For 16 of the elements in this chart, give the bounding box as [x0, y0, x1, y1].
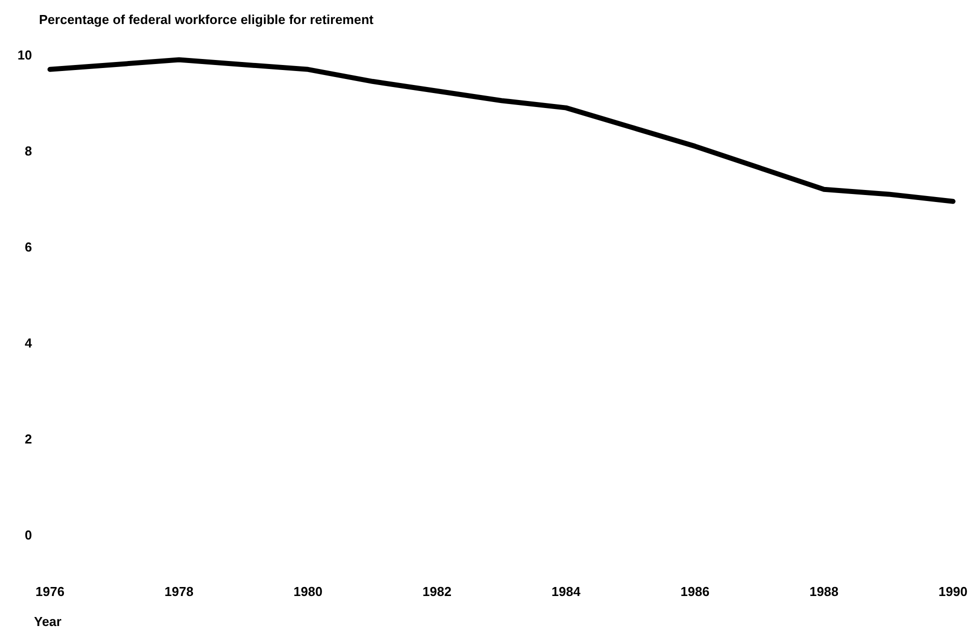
x-tick-label: 1988	[810, 584, 838, 599]
x-tick-label: 1984	[552, 584, 582, 599]
y-tick-label: 0	[24, 528, 32, 542]
y-tick-label: 6	[24, 240, 32, 254]
x-tick-label: 1980	[294, 584, 322, 599]
x-tick-label: 1982	[422, 584, 452, 599]
x-tick-label: 1976	[36, 584, 64, 599]
x-tick-label: 1986	[680, 584, 710, 599]
y-tick-label: 8	[24, 144, 32, 158]
x-tick-label: 1990	[938, 584, 968, 599]
y-tick-label: 2	[24, 432, 32, 446]
y-tick-label: 10	[18, 48, 32, 62]
x-axis-title: Year	[34, 614, 62, 629]
x-tick-label: 1978	[164, 584, 194, 599]
chart-title: Percentage of federal workforce eligible for retirement	[39, 12, 374, 27]
y-tick-label: 4	[24, 336, 33, 350]
